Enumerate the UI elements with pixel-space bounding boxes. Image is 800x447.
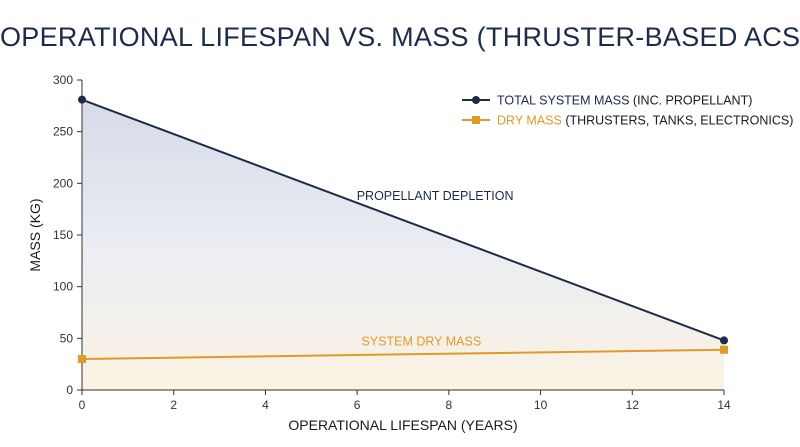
x-tick-label: 2 <box>170 398 177 412</box>
x-axis-title: OPERATIONAL LIFESPAN (YEARS) <box>288 417 517 433</box>
series-point-0 <box>78 95 86 104</box>
legend-label-1: DRY MASS (THRUSTERS, TANKS, ELECTRONICS) <box>497 114 793 128</box>
y-tick-label: 250 <box>53 125 73 139</box>
annotation-0: PROPELLANT DEPLETION <box>357 189 514 203</box>
y-tick-label: 50 <box>60 331 74 345</box>
legend-name-1: DRY MASS <box>497 114 562 128</box>
legend-marker-0 <box>472 96 480 104</box>
x-tick-label: 10 <box>534 398 548 412</box>
x-tick-label: 8 <box>446 398 453 412</box>
y-tick-label: 300 <box>53 73 73 87</box>
y-tick-label: 200 <box>53 176 73 190</box>
series-point-1 <box>720 345 728 354</box>
y-tick-label: 150 <box>53 228 73 242</box>
x-tick-label: 12 <box>626 398 640 412</box>
legend-detail-0: (INC. PROPELLANT) <box>629 94 752 108</box>
y-tick-label: 0 <box>66 383 73 397</box>
series-point-0 <box>720 336 728 345</box>
x-tick-label: 4 <box>262 398 269 412</box>
chart-title: OPERATIONAL LIFESPAN VS. MASS (THRUSTER-… <box>0 22 800 52</box>
legend-label-0: TOTAL SYSTEM MASS (INC. PROPELLANT) <box>497 94 752 108</box>
x-tick-label: 6 <box>354 398 361 412</box>
y-tick-label: 100 <box>53 280 73 294</box>
legend-marker-1 <box>472 116 480 124</box>
x-tick-label: 0 <box>79 398 86 412</box>
y-axis-title: MASS (KG) <box>27 198 43 271</box>
legend-detail-1: (THRUSTERS, TANKS, ELECTRONICS) <box>562 114 794 128</box>
series-point-1 <box>78 355 86 363</box>
legend-name-0: TOTAL SYSTEM MASS <box>497 94 629 108</box>
series-line-0 <box>81 98 725 342</box>
mass-area-fill <box>82 99 724 390</box>
annotation-1: SYSTEM DRY MASS <box>361 335 481 349</box>
series-line-1 <box>81 348 725 360</box>
x-tick-label: 14 <box>717 398 731 412</box>
